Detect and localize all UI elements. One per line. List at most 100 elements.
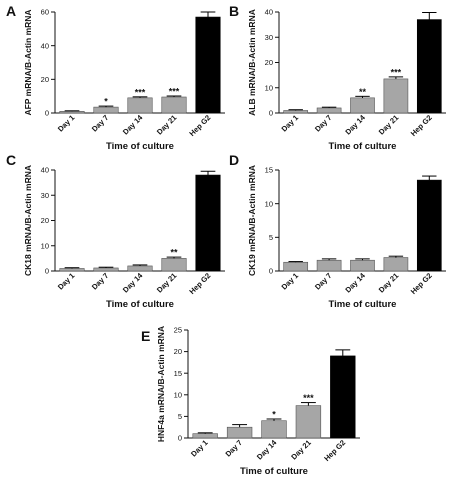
significance-marker: * xyxy=(272,409,276,419)
x-tick-label: Day 14 xyxy=(121,270,145,294)
chart-panel-d: D 0 5 10 15 CK19 mRNA/B-Actin mRNA Day 1 Day 7 D… xyxy=(229,152,446,310)
x-tick-label: Hep G2 xyxy=(322,438,347,463)
x-tick-label: Day 7 xyxy=(313,113,334,134)
bar-b-4 xyxy=(416,19,442,114)
x-tick-label: Day 7 xyxy=(90,113,111,134)
y-tick-label: 20 xyxy=(174,347,182,356)
chart-panel-c: C 0 10 20 30 40 CK18 mRNA/B-Actin mRNA Day 1 Day… xyxy=(6,152,225,310)
y-tick-label: 10 xyxy=(174,390,182,399)
y-tick-label: 0 xyxy=(178,434,182,443)
x-axis-title: Time of culture xyxy=(106,299,174,310)
panel-letter: D xyxy=(229,152,239,168)
y-tick-label: 10 xyxy=(265,199,273,208)
significance-marker: * xyxy=(104,97,108,107)
y-tick-label: 0 xyxy=(45,267,49,276)
y-tick-label: 40 xyxy=(41,41,49,50)
x-tick-label: Day 1 xyxy=(189,438,210,459)
bar-e-1 xyxy=(226,426,253,439)
x-tick-label: Day 21 xyxy=(377,271,400,294)
y-tick-label: 25 xyxy=(174,326,182,335)
bar-a-2 xyxy=(127,97,153,114)
bar-d-2 xyxy=(350,259,375,272)
significance-marker: ** xyxy=(170,248,178,258)
y-tick-label: 0 xyxy=(45,109,49,118)
x-tick-label: Day 1 xyxy=(280,271,301,292)
x-tick-label: Day 21 xyxy=(289,438,312,461)
panel-letter: C xyxy=(6,152,16,168)
bar-c-2 xyxy=(127,265,153,272)
y-tick-label: 10 xyxy=(41,241,49,250)
x-tick-label: Day 1 xyxy=(280,113,301,134)
bar-d-4 xyxy=(416,179,442,272)
significance-marker: *** xyxy=(303,393,314,403)
significance-marker: ** xyxy=(359,87,367,97)
y-tick-label: 15 xyxy=(174,369,182,378)
x-tick-label: Day 21 xyxy=(155,113,178,136)
x-tick-label: Day 14 xyxy=(121,112,145,136)
y-tick-label: 0 xyxy=(269,109,273,118)
bar-a-0 xyxy=(59,111,85,114)
x-tick-label: Day 21 xyxy=(155,271,178,294)
x-tick-label: Day 7 xyxy=(223,438,244,459)
bar-b-3 xyxy=(383,78,409,114)
panel-letter: A xyxy=(6,3,16,19)
bar-e-0 xyxy=(192,433,218,439)
bar-e-2 xyxy=(261,420,287,439)
y-tick-label: 0 xyxy=(269,267,273,276)
chart-panel-a: A 0 20 40 60 AFP mRNA/B-Actin mRNA Day 1 * Day 7… xyxy=(6,3,225,152)
bar-a-1 xyxy=(93,106,119,114)
x-tick-label: Day 7 xyxy=(90,271,111,292)
significance-marker: *** xyxy=(169,86,180,96)
x-axis-title: Time of culture xyxy=(329,299,397,310)
y-axis-label: HNF4a mRNA/B-Actin mRNA xyxy=(156,326,166,442)
bar-e-4 xyxy=(330,355,356,439)
bar-c-4 xyxy=(195,174,221,272)
bar-b-0 xyxy=(283,110,309,114)
y-tick-label: 40 xyxy=(41,166,49,175)
x-tick-label: Day 14 xyxy=(255,437,279,461)
bar-b-1 xyxy=(316,107,342,114)
y-tick-label: 30 xyxy=(41,191,49,200)
bar-a-4 xyxy=(195,16,221,114)
y-tick-label: 20 xyxy=(41,216,49,225)
bar-c-0 xyxy=(59,268,85,272)
y-tick-label: 20 xyxy=(41,75,49,84)
y-axis-label: CK19 mRNA/B-Actin mRNA xyxy=(247,165,257,276)
y-tick-label: 20 xyxy=(265,58,273,67)
chart-panel-b: B 0 10 20 30 40 ALB mRNA/B-Actin mRNA Day 1 Day … xyxy=(229,3,446,152)
x-tick-label: Hep G2 xyxy=(187,271,212,296)
y-axis-label: CK18 mRNA/B-Actin mRNA xyxy=(23,165,33,276)
y-axis-label: ALB mRNA/B-Actin mRNA xyxy=(247,9,257,116)
y-tick-label: 60 xyxy=(41,8,49,17)
panel-letter: B xyxy=(229,3,239,19)
y-tick-label: 5 xyxy=(178,412,182,421)
bar-e-3 xyxy=(295,405,322,439)
x-tick-label: Day 14 xyxy=(343,112,367,136)
x-tick-label: Day 1 xyxy=(56,271,77,292)
x-tick-label: Day 7 xyxy=(313,271,334,292)
y-tick-label: 5 xyxy=(269,233,273,242)
x-tick-label: Day 21 xyxy=(377,113,400,136)
x-axis-title: Time of culture xyxy=(240,466,308,477)
x-tick-label: Day 14 xyxy=(343,270,367,294)
bar-d-3 xyxy=(383,257,409,272)
significance-marker: *** xyxy=(135,87,146,97)
bar-b-2 xyxy=(350,97,375,114)
y-tick-label: 30 xyxy=(265,33,273,42)
x-tick-label: Hep G2 xyxy=(409,113,434,138)
y-tick-label: 10 xyxy=(265,83,273,92)
x-tick-label: Day 1 xyxy=(56,113,77,134)
bar-d-1 xyxy=(316,259,342,272)
y-tick-label: 40 xyxy=(265,8,273,17)
bar-c-1 xyxy=(93,267,119,272)
chart-panel-e: E 0 5 10 15 20 25 HNF4a mRNA/B-Actin mRNA Day 1 D… xyxy=(141,326,360,477)
x-tick-label: Hep G2 xyxy=(409,271,434,296)
bar-c-3 xyxy=(161,258,187,272)
x-axis-title: Time of culture xyxy=(106,141,174,152)
bar-d-0 xyxy=(283,261,309,272)
bar-a-3 xyxy=(161,96,187,114)
panel-letter: E xyxy=(141,328,150,344)
x-axis-title: Time of culture xyxy=(329,141,397,152)
x-tick-label: Hep G2 xyxy=(187,113,212,138)
significance-marker: *** xyxy=(391,67,402,77)
